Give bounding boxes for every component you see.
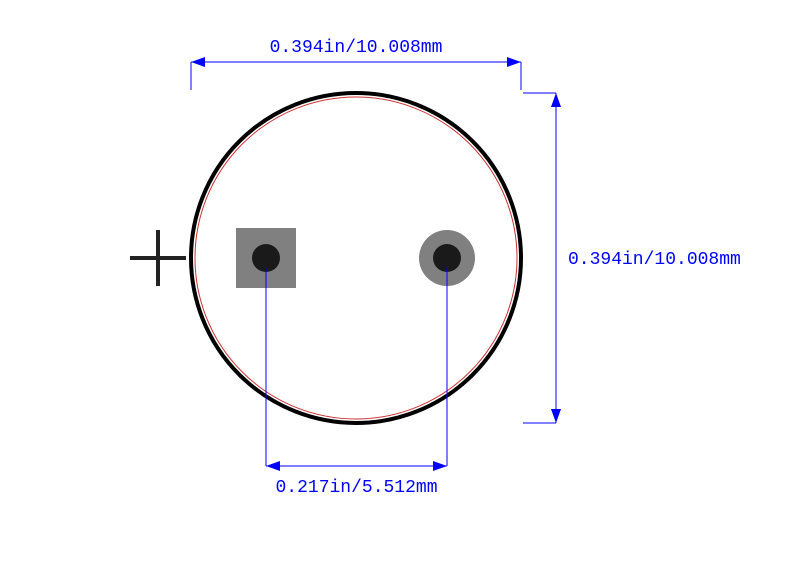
dimension-bottom-label: 0.217in/5.512mm <box>275 478 437 498</box>
pin2-hole <box>433 244 461 272</box>
pin1-hole <box>252 244 280 272</box>
footprint-diagram: 0.394in/10.008mm 0.394in/10.008mm 0.217in/… <box>0 0 800 579</box>
dimension-top-label: 0.394in/10.008mm <box>270 38 443 58</box>
dimension-bottom: 0.217in/5.512mm <box>266 268 447 498</box>
dimension-top: 0.394in/10.008mm <box>191 38 521 90</box>
dimension-right: 0.394in/10.008mm <box>523 93 741 423</box>
dimension-right-label: 0.394in/10.008mm <box>568 250 741 270</box>
